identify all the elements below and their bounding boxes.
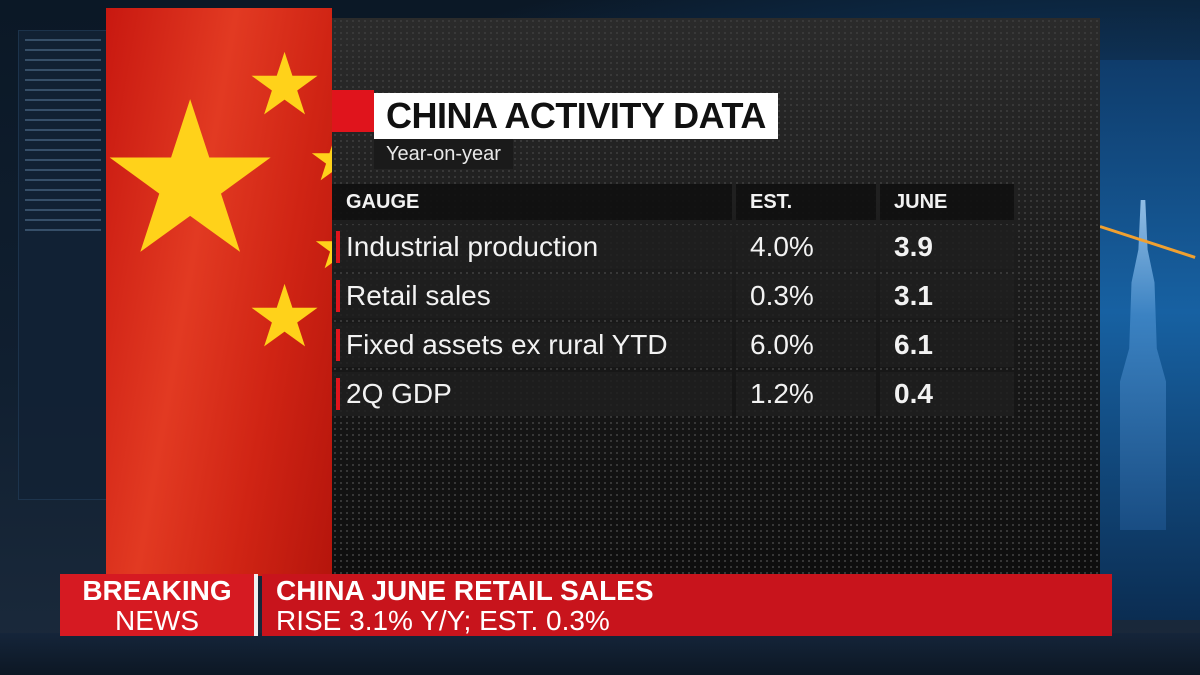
background-monitor bbox=[18, 30, 108, 500]
gauge-cell: Fixed assets ex rural YTD bbox=[332, 323, 732, 367]
flag-small-star-icon: ★ bbox=[312, 218, 332, 278]
est-cell: 6.0% bbox=[736, 323, 876, 367]
skyscraper bbox=[1120, 200, 1166, 530]
breaking-news-label: BREAKING NEWS bbox=[60, 574, 258, 636]
table-header: GAUGE EST. JUNE bbox=[332, 184, 1054, 220]
flag-small-star-icon: ★ bbox=[308, 130, 332, 190]
news-label: NEWS bbox=[115, 605, 199, 636]
data-board: CHINA ACTIVITY DATA Year-on-year GAUGE E… bbox=[332, 18, 1100, 576]
gauge-cell: Industrial production bbox=[332, 225, 732, 269]
flag-large-star-icon: ★ bbox=[106, 61, 285, 296]
column-header-est: EST. bbox=[736, 184, 876, 220]
june-cell: 3.9 bbox=[880, 225, 1014, 269]
graphic-subtitle: Year-on-year bbox=[374, 139, 513, 169]
gauge-cell: 2Q GDP bbox=[332, 372, 732, 416]
headline-line-1: CHINA JUNE RETAIL SALES bbox=[276, 575, 654, 606]
column-header-june: JUNE bbox=[880, 184, 1014, 220]
table-row: Industrial production 4.0% 3.9 bbox=[332, 225, 1054, 269]
breaking-headline: CHINA JUNE RETAIL SALES RISE 3.1% Y/Y; E… bbox=[262, 574, 1112, 636]
headline-line-2: RISE 3.1% Y/Y; EST. 0.3% bbox=[276, 605, 610, 636]
flag-small-star-icon: ★ bbox=[246, 269, 324, 365]
title-accent bbox=[332, 90, 374, 132]
city-skyline-screen bbox=[1095, 60, 1200, 620]
june-cell: 0.4 bbox=[880, 372, 1014, 416]
studio-floor bbox=[0, 633, 1200, 675]
activity-table: GAUGE EST. JUNE Industrial production 4.… bbox=[332, 184, 1054, 421]
flag-small-star-icon: ★ bbox=[246, 37, 324, 133]
june-cell: 6.1 bbox=[880, 323, 1014, 367]
column-header-gauge: GAUGE bbox=[332, 184, 732, 220]
est-cell: 0.3% bbox=[736, 274, 876, 318]
china-flag: ★ ★ ★ ★ ★ bbox=[106, 8, 332, 576]
table-row: Fixed assets ex rural YTD 6.0% 6.1 bbox=[332, 323, 1054, 367]
est-cell: 4.0% bbox=[736, 225, 876, 269]
table-row: 2Q GDP 1.2% 0.4 bbox=[332, 372, 1054, 416]
table-row: Retail sales 0.3% 3.1 bbox=[332, 274, 1054, 318]
gauge-cell: Retail sales bbox=[332, 274, 732, 318]
est-cell: 1.2% bbox=[736, 372, 876, 416]
breaking-label: BREAKING bbox=[82, 575, 232, 606]
june-cell: 3.1 bbox=[880, 274, 1014, 318]
graphic-title: CHINA ACTIVITY DATA bbox=[374, 93, 778, 139]
